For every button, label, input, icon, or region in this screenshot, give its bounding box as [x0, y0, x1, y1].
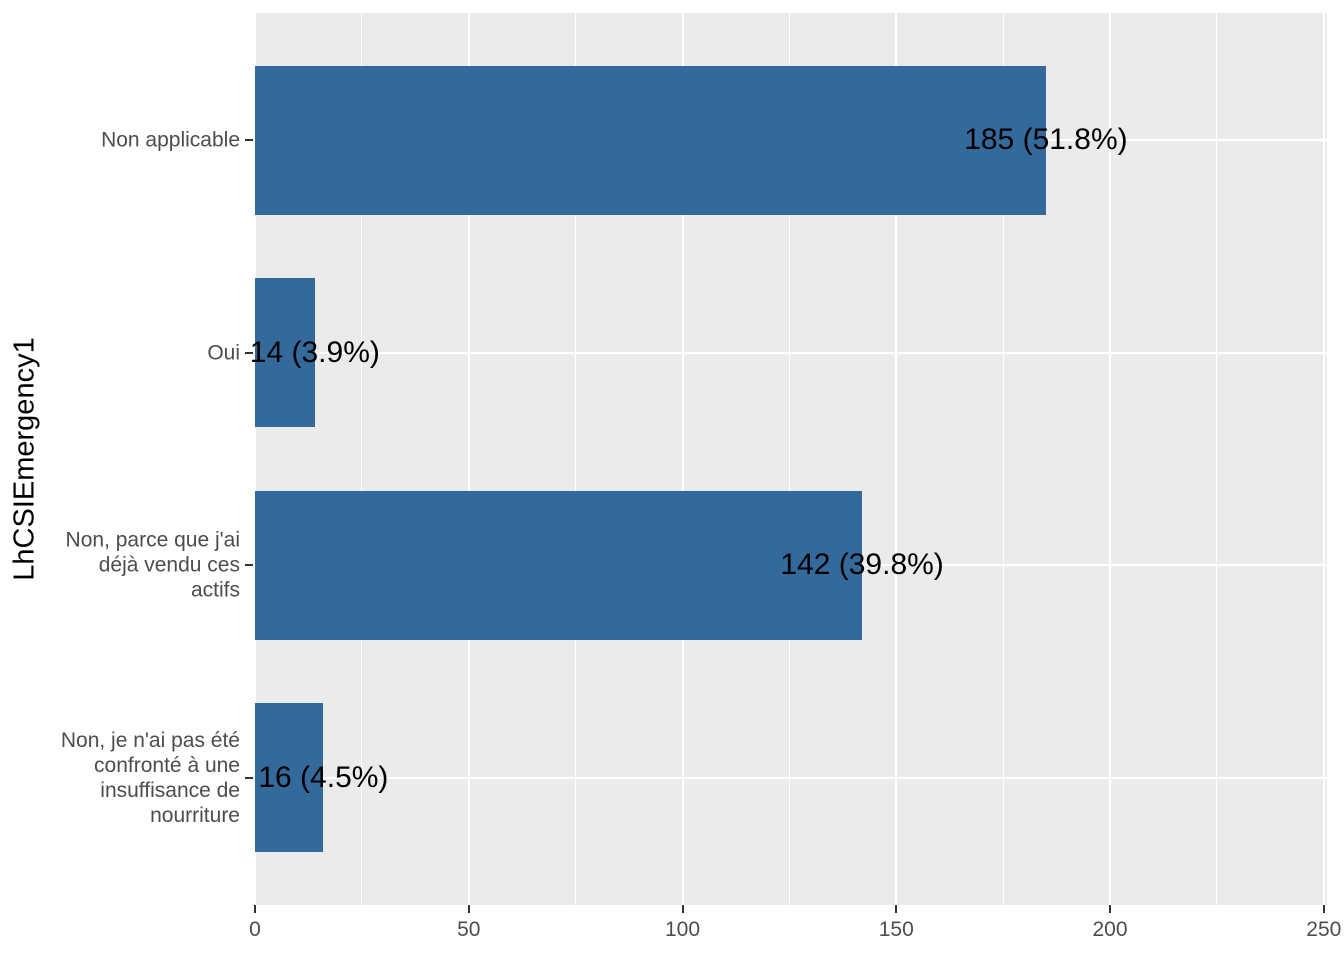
x-tick-mark	[681, 905, 684, 913]
y-tick-mark	[245, 564, 253, 567]
gridline-minor	[361, 13, 363, 905]
bar	[255, 278, 315, 428]
gridline-major	[255, 351, 1327, 354]
x-tick-label: 0	[249, 918, 261, 941]
x-tick-label: 150	[878, 918, 914, 941]
x-tick-mark	[895, 905, 898, 913]
x-tick-label: 250	[1306, 918, 1342, 941]
x-tick-mark	[1322, 905, 1325, 913]
gridline-major	[1322, 13, 1325, 905]
x-tick-label: 200	[1092, 918, 1128, 941]
gridline-minor	[575, 13, 577, 905]
bar	[255, 490, 863, 640]
y-tick-label: Non, parce que j'ai déjà vendu ces actif…	[65, 528, 240, 602]
gridline-major	[467, 13, 470, 905]
gridline-major	[255, 776, 1327, 779]
gridline-minor	[1216, 13, 1218, 905]
bar	[255, 703, 324, 853]
x-tick-mark	[1109, 905, 1112, 913]
x-tick-mark	[467, 905, 470, 913]
bar-value-label: 142 (39.8%)	[780, 548, 944, 582]
bar-value-label: 16 (4.5%)	[258, 760, 389, 794]
y-tick-label: Oui	[207, 341, 240, 365]
bar-value-label: 14 (3.9%)	[249, 335, 380, 369]
gridline-major	[254, 13, 256, 905]
y-tick-mark	[245, 776, 253, 779]
plot-panel: 185 (51.8%) 14 (3.9%) 142 (39.8%) 16 (4.5%)	[250, 13, 1327, 905]
y-tick-label: Non, je n'ai pas été confronté à une ins…	[60, 728, 240, 827]
gridline-major	[681, 13, 684, 905]
y-tick-mark	[245, 351, 253, 354]
bar	[255, 65, 1046, 215]
gridline-minor	[788, 13, 790, 905]
gridline-major	[1109, 13, 1112, 905]
bar-value-label: 185 (51.8%)	[964, 123, 1128, 157]
gridline-minor	[1002, 13, 1004, 905]
x-tick-label: 50	[457, 918, 481, 941]
gridline-major	[895, 13, 898, 905]
y-tick-label: Non applicable	[101, 128, 240, 152]
x-tick-mark	[254, 905, 256, 913]
y-tick-mark	[245, 139, 253, 142]
x-tick-label: 100	[664, 918, 701, 941]
